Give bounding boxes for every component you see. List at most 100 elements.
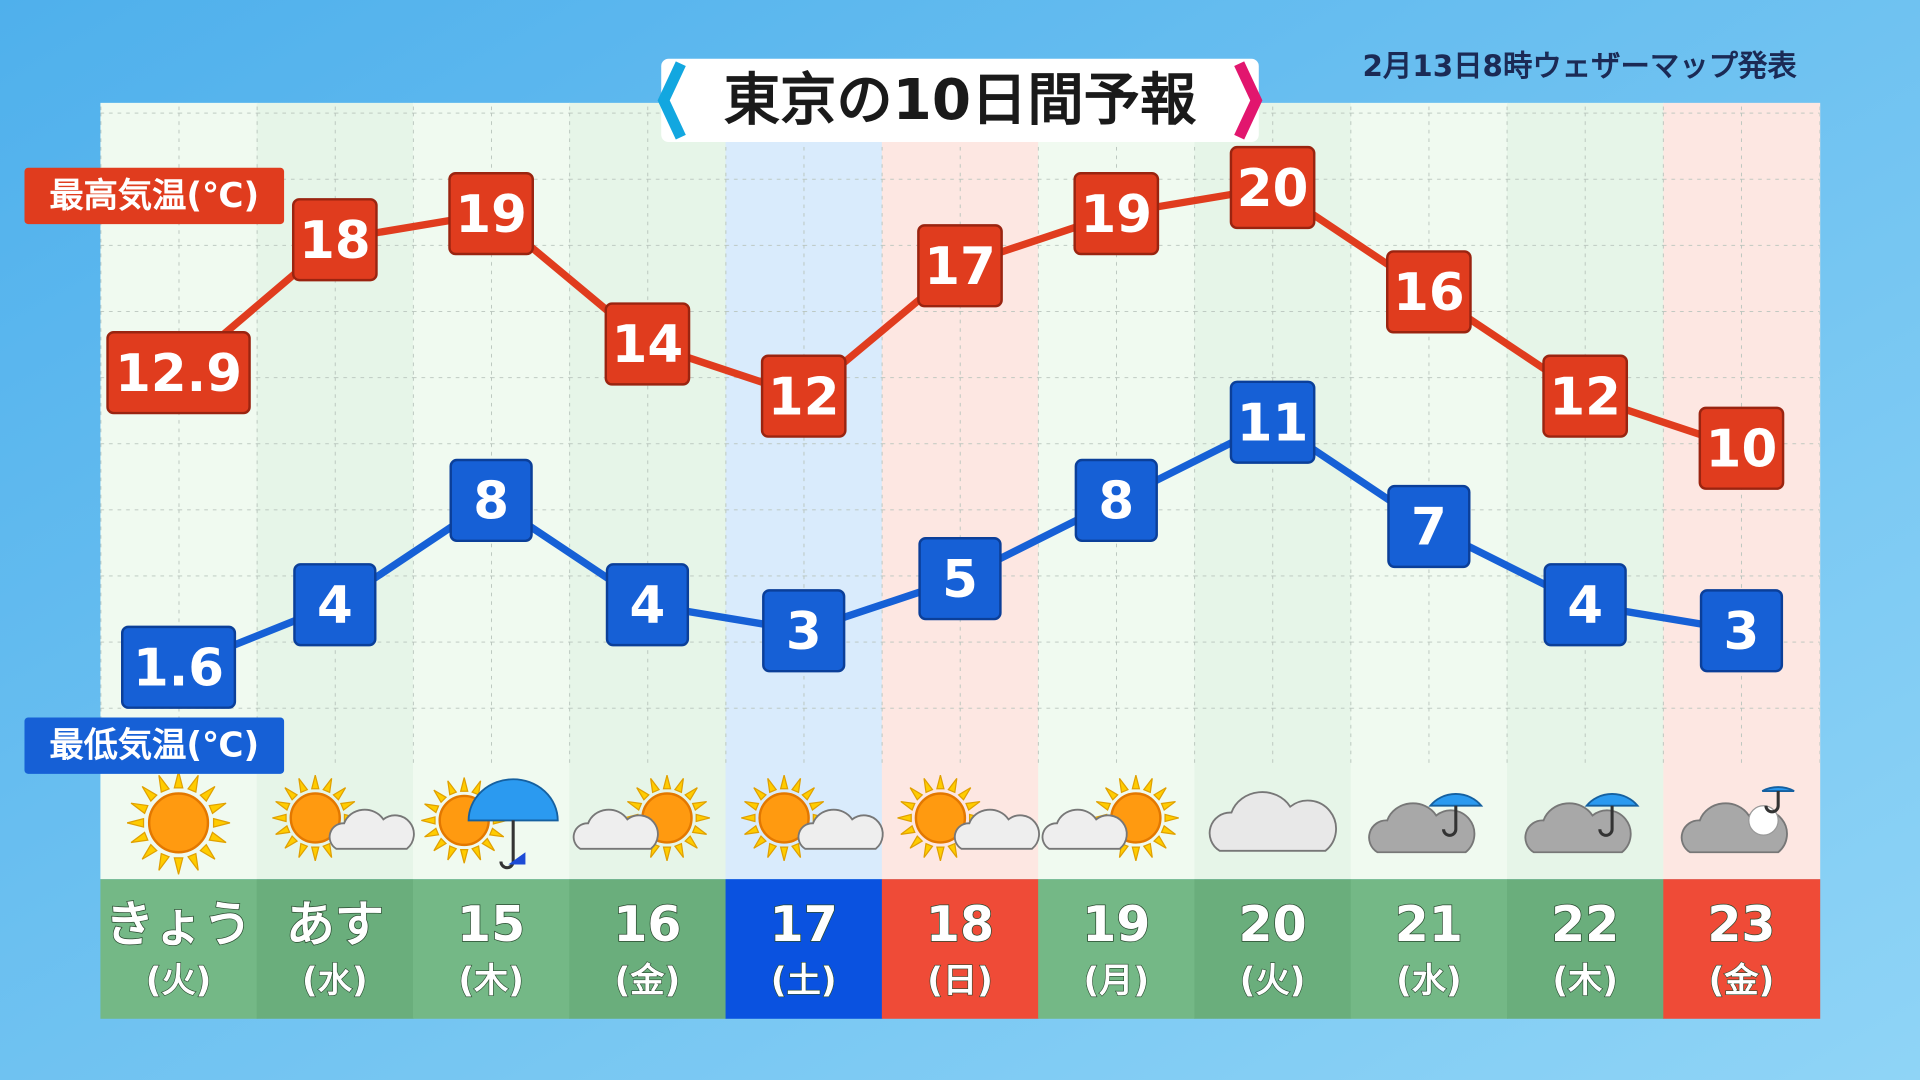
value-box: [1074, 458, 1158, 543]
cloud-icon: [1524, 802, 1632, 854]
weekday-label: (水): [1396, 961, 1462, 1001]
sun-ray: [909, 835, 924, 849]
value-box: [918, 537, 1002, 621]
value-box: [448, 171, 534, 256]
value-label: 11: [1237, 393, 1309, 453]
day-label: きょう: [105, 896, 252, 953]
sun-ray: [130, 831, 149, 844]
chart-title: 東京の10日間予報: [724, 68, 1197, 133]
value-label: 12: [768, 367, 840, 427]
sun-ray: [691, 824, 707, 835]
sun-ray: [691, 800, 707, 812]
cloud-icon: [797, 808, 884, 850]
value-box: [1386, 250, 1472, 334]
value-label: 18: [299, 211, 371, 271]
sun-ray: [1095, 800, 1112, 812]
value-label: 12.9: [115, 344, 242, 404]
sun-ray: [947, 777, 958, 794]
sun-ray: [684, 835, 698, 849]
day-label: 17: [770, 896, 838, 953]
value-box: [605, 563, 690, 647]
weekday-label: (火): [1240, 961, 1306, 1001]
day-band: [412, 879, 570, 1019]
sun-ray: [923, 842, 934, 858]
value-label: 1.6: [133, 639, 224, 699]
day-label: 20: [1239, 896, 1307, 953]
sun-ray: [744, 800, 760, 812]
sun-ray: [447, 780, 458, 796]
cloud-icon: [953, 808, 1040, 850]
legend-box: [24, 717, 285, 774]
sun-ray: [900, 824, 916, 835]
plot: きょう (火) あす (水) 15 (木) 16 (金) 17 (土) 18 (日) 19 (月) 20 (火…: [24, 145, 1795, 1001]
sun-core: [758, 792, 810, 844]
umbrella-icon: [1761, 786, 1795, 792]
sun-ray: [141, 785, 158, 803]
sun-ray: [272, 813, 287, 823]
cloud-icon: [1041, 808, 1128, 850]
sun-core: [914, 792, 967, 844]
sun-icon: [126, 771, 231, 875]
sun-ray: [897, 813, 912, 823]
sun-ray: [284, 835, 299, 849]
sun-ray: [779, 846, 789, 861]
sun-ray: [767, 777, 778, 794]
cloud-icon: [1208, 791, 1337, 852]
sun-ray: [695, 813, 711, 823]
sun-ray: [767, 842, 778, 858]
day-label: 19: [1082, 896, 1150, 953]
sun-ray: [909, 787, 924, 801]
sun-ray: [753, 787, 767, 801]
weekday-label: (木): [1552, 961, 1618, 1001]
day-band: [100, 879, 258, 1019]
sun-ray: [141, 843, 158, 860]
day-band: [725, 879, 883, 1019]
sun-ray: [298, 842, 309, 858]
sun-ray: [424, 827, 440, 838]
sun-ray: [900, 800, 916, 812]
sun-ray: [791, 777, 802, 794]
sun-core: [289, 792, 341, 844]
sun-ray: [459, 777, 469, 792]
value-label: 20: [1237, 159, 1309, 219]
value-label: 3: [786, 602, 822, 662]
day-label: 21: [1395, 896, 1463, 953]
sun-ray: [1164, 813, 1179, 823]
value-label: 19: [1081, 185, 1153, 245]
sun-ray: [275, 800, 291, 812]
day-label: 16: [613, 896, 681, 953]
sun-ray: [753, 835, 767, 849]
sun-ray: [488, 827, 505, 838]
weekday-label: (月): [1083, 961, 1149, 1001]
value-box: [291, 198, 378, 282]
title-box: 東京の10日間予報: [657, 58, 1263, 143]
sun-core: [147, 792, 210, 854]
sun-ray: [1131, 774, 1141, 790]
value-label: 16: [1393, 263, 1465, 323]
value-box: [106, 331, 251, 415]
sun-ray: [791, 842, 802, 858]
sun-ray: [923, 777, 934, 794]
sun-ray: [673, 842, 685, 858]
value-label: 12: [1549, 367, 1621, 427]
umbrella-handle: [1442, 805, 1458, 837]
sun-ray: [275, 824, 291, 835]
weekday-label: (木): [458, 961, 524, 1001]
sun-ray: [447, 845, 458, 861]
sun-ray: [662, 846, 672, 861]
sun-ray: [158, 774, 171, 793]
value-box: [121, 625, 237, 709]
weekday-label: (水): [302, 961, 368, 1001]
value-box: [1229, 145, 1316, 230]
sun-ray: [284, 787, 299, 801]
value-label: 14: [612, 315, 684, 375]
sun-ray: [801, 787, 815, 801]
sun-ray: [957, 787, 972, 801]
sun-ray: [332, 787, 347, 801]
value-box: [1073, 171, 1160, 256]
sun-icon: [897, 774, 984, 861]
day-label: 23: [1707, 896, 1775, 953]
value-label: 10: [1706, 420, 1778, 480]
umbrella-icon: [1584, 793, 1640, 807]
sun-ray: [662, 774, 672, 790]
